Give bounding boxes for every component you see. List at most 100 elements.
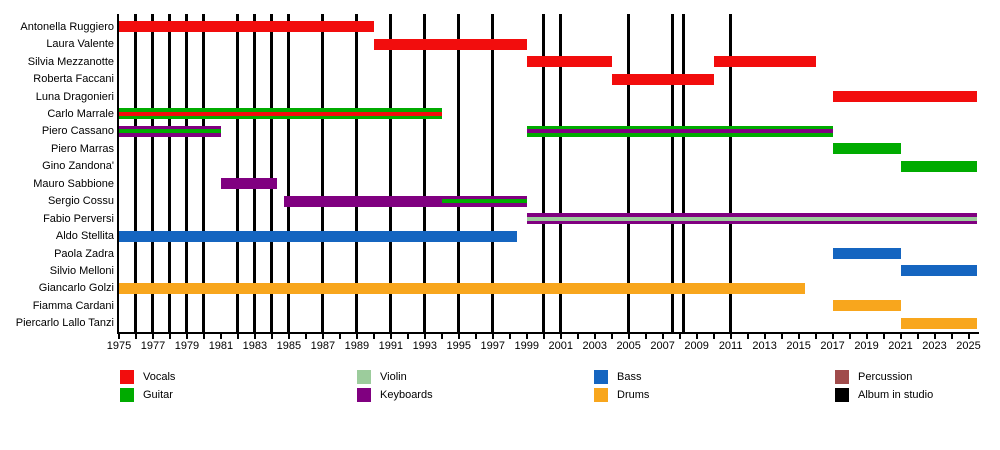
x-axis-tick: [916, 334, 919, 339]
legend-label: Keyboards: [380, 389, 433, 401]
x-axis-tick: [474, 334, 477, 339]
member-label: Piero Marras: [51, 142, 114, 155]
member-label: Fabio Perversi: [43, 212, 114, 225]
album-in-studio-swatch-icon: [835, 388, 849, 402]
drums-swatch-icon: [594, 388, 608, 402]
album-line: [270, 14, 274, 332]
x-tick-label: 2025: [956, 340, 981, 352]
member-label: Luna Dragonieri: [35, 90, 114, 103]
x-axis-tick: [338, 334, 341, 339]
legend-item-vocals: Vocals: [120, 370, 175, 384]
x-axis-tick: [831, 334, 834, 339]
x-tick-label: 1977: [140, 340, 166, 352]
x-axis: [117, 332, 979, 334]
x-tick-label: 2023: [922, 340, 947, 352]
x-axis-tick: [355, 334, 358, 339]
member-label: Piero Cassano: [41, 125, 114, 138]
x-tick-label: 1987: [310, 340, 336, 352]
x-tick-label: 2005: [616, 340, 641, 352]
member-bar: [283, 195, 527, 207]
album-line: [729, 14, 733, 332]
member-label: Silvio Melloni: [49, 264, 114, 277]
legend-item-guitar: Guitar: [120, 388, 173, 402]
x-axis-tick: [185, 334, 188, 339]
album-line: [253, 14, 257, 332]
x-tick-label: 1981: [208, 340, 234, 352]
x-axis-tick: [661, 334, 664, 339]
member-label: Silvia Mezzanotte: [27, 55, 114, 68]
legend-item-percussion: Percussion: [835, 370, 912, 384]
legend-label: Album in studio: [858, 389, 934, 401]
album-line: [559, 14, 563, 332]
member-bar: [832, 248, 901, 259]
member-label: Antonella Ruggiero: [20, 20, 114, 33]
member-bar: [119, 21, 374, 33]
member-bar: [373, 38, 527, 50]
member-bar: [900, 317, 977, 329]
bar-role-stripe: [526, 216, 977, 221]
member-bar: [900, 265, 977, 277]
x-axis-tick: [440, 334, 443, 339]
member-bar: [900, 160, 977, 172]
guitar-swatch-icon: [120, 388, 134, 402]
x-axis-tick: [712, 334, 715, 339]
album-line: [185, 14, 189, 332]
member-label: Carlo Marrale: [47, 107, 114, 120]
x-tick-label: 2007: [650, 340, 675, 352]
member-label: Paola Zadra: [54, 247, 114, 260]
x-tick-label: 1989: [344, 340, 370, 352]
member-bar: [119, 230, 517, 242]
x-tick-label: 1999: [514, 340, 539, 352]
legend-label: Drums: [617, 389, 650, 401]
album-line: [542, 14, 546, 332]
bar-role-stripe: [526, 129, 833, 134]
x-axis-tick: [797, 334, 800, 339]
x-axis-tick: [865, 334, 868, 339]
album-line: [681, 14, 685, 332]
member-bar: [220, 178, 277, 190]
x-axis-tick: [950, 334, 953, 339]
x-axis-tick: [253, 334, 256, 339]
x-tick-label: 2021: [888, 340, 913, 352]
x-tick-label: 1991: [378, 340, 404, 352]
member-label: Giancarlo Golzi: [38, 282, 114, 295]
member-bar: [526, 125, 833, 137]
legend-label: Violin: [380, 371, 407, 383]
violin-swatch-icon: [357, 370, 371, 384]
x-tick-label: 1983: [242, 340, 268, 352]
x-axis-tick: [967, 334, 970, 339]
x-axis-tick: [287, 334, 290, 339]
legend-label: Vocals: [143, 371, 176, 383]
vocals-swatch-icon: [120, 370, 134, 384]
x-axis-tick: [236, 334, 239, 339]
x-tick-label: 2011: [718, 340, 743, 352]
member-label: Sergio Cossu: [47, 195, 114, 208]
x-tick-label: 2001: [548, 340, 573, 352]
x-axis-tick: [389, 334, 392, 339]
album-line: [321, 14, 325, 332]
member-label: Piercarlo Lallo Tanzi: [15, 317, 114, 330]
x-axis-tick: [763, 334, 766, 339]
x-tick-label: 2015: [786, 340, 811, 352]
x-tick-label: 1975: [106, 340, 132, 352]
legend-item-violin: Violin: [357, 370, 407, 384]
x-tick-label: 1985: [276, 340, 302, 352]
legend-item-keyboards: Keyboards: [357, 388, 433, 402]
album-line: [389, 14, 393, 332]
x-axis-tick: [406, 334, 409, 339]
x-axis-tick: [542, 334, 545, 339]
x-tick-label: 1993: [412, 340, 438, 352]
x-tick-label: 1997: [480, 340, 506, 352]
x-axis-tick: [508, 334, 511, 339]
x-axis-tick: [457, 334, 460, 339]
x-axis-tick: [423, 334, 426, 339]
x-tick-label: 1979: [174, 340, 200, 352]
album-line: [423, 14, 427, 332]
keyboards-swatch-icon: [357, 388, 371, 402]
x-axis-tick: [202, 334, 205, 339]
x-axis-tick: [746, 334, 749, 339]
album-line: [202, 14, 206, 332]
x-axis-tick: [695, 334, 698, 339]
x-axis-tick: [151, 334, 154, 339]
